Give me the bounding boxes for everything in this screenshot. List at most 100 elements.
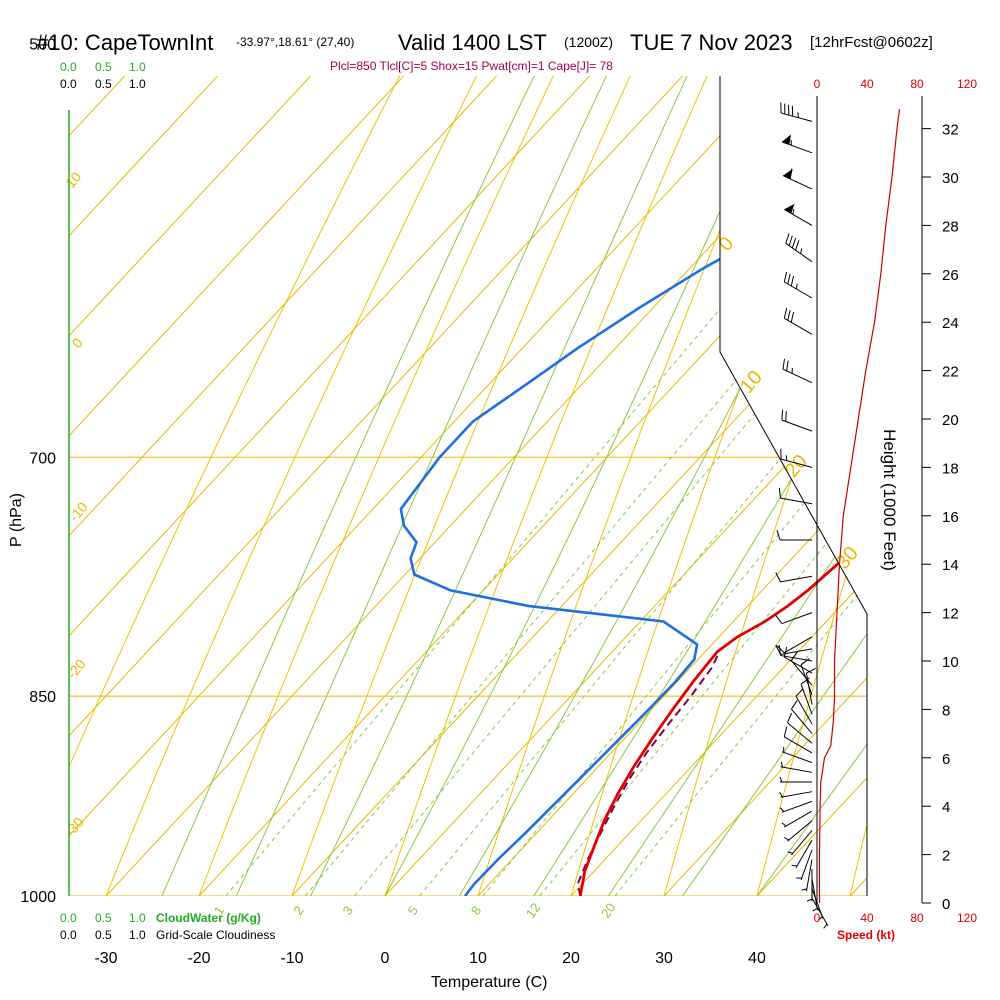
wind-barb-half-feather	[787, 851, 793, 854]
height-tick-label: 32	[942, 122, 959, 139]
wind-barb-feather	[786, 360, 789, 371]
wind-barb	[791, 651, 813, 686]
cloud-tick-label: 1.0	[129, 60, 146, 74]
wind-barbs	[775, 102, 829, 929]
wind-barb-shaft	[780, 791, 813, 798]
dry-adiabat-line	[364, 76, 867, 896]
pressure-tick-label: 850	[29, 689, 56, 706]
temperature-tick-label: 10	[469, 950, 487, 967]
height-tick-label: 8	[942, 702, 950, 719]
cloudiness-tick-label: 0.0	[60, 77, 77, 91]
wind-barb-shaft	[805, 672, 813, 705]
wind-barb	[781, 409, 813, 432]
wind-barb-feather	[790, 275, 795, 287]
wind-barb-shaft	[781, 751, 813, 764]
wind-barb-half-feather	[806, 898, 813, 902]
wind-barb-half-feather	[779, 792, 783, 798]
speed-tick-label: 80	[910, 77, 924, 91]
isotherm-label: 30	[832, 543, 863, 574]
isotherm-line	[756, 76, 867, 896]
wind-barb	[806, 869, 813, 902]
pressure-tick-label: 500	[29, 36, 56, 53]
dry-adiabat-line	[835, 76, 867, 896]
wind-barb-half-feather	[785, 455, 788, 461]
isotherm-label: -30	[62, 814, 87, 840]
temperature-curve	[578, 76, 867, 896]
wind-barb	[783, 271, 813, 299]
wind-barb	[781, 134, 813, 154]
wind-barb-feather	[795, 240, 800, 251]
wind-barb-feather	[787, 310, 791, 321]
wind-barb-feather	[778, 487, 781, 499]
wind-barb	[775, 572, 813, 583]
temperature-tick-label: -30	[94, 950, 117, 967]
dry-adiabat-grid	[69, 76, 867, 896]
cloud-tick-label: 0.0	[60, 911, 77, 925]
wind-barb	[811, 888, 824, 921]
wind-barb-feather	[781, 409, 784, 421]
cloud-water-label: CloudWater (g/Kg)	[156, 911, 261, 925]
wind-barb	[783, 308, 813, 335]
wind-barb-shaft	[784, 656, 813, 674]
isotherm-line	[69, 76, 867, 896]
wind-barb	[776, 529, 812, 541]
wind-barb-shaft	[800, 849, 813, 881]
mixing-ratio-line	[354, 76, 867, 896]
wind-barb-shaft	[781, 800, 813, 813]
dry-adiabat-line	[270, 76, 867, 896]
mixing-ratio-label: 5	[405, 903, 421, 918]
wind-barb-feather	[790, 312, 795, 323]
isotherm-label: 0	[714, 233, 738, 256]
height-tick-label: 10	[942, 654, 959, 671]
surface-dewpoint-dot	[479, 899, 487, 907]
cloudiness-tick-label: 0.0	[60, 928, 77, 942]
wind-barb-feather	[775, 644, 781, 655]
height-tick-label: 16	[942, 509, 959, 526]
wind-barb-feather	[783, 308, 788, 319]
wind-barb-shaft	[785, 242, 813, 263]
wind-barb-feather	[791, 237, 797, 249]
wind-barb	[778, 645, 813, 662]
isotherm-line	[69, 76, 856, 896]
isotherm-line	[570, 76, 867, 896]
speed-profile-line	[818, 109, 901, 903]
wind-barb	[805, 667, 816, 705]
dry-adiabat-line	[81, 76, 867, 896]
dewpoint-curve	[399, 76, 867, 896]
wind-barb-half-feather	[779, 807, 785, 812]
isotherm-line	[849, 76, 867, 896]
wind-barb-feather	[783, 726, 788, 738]
wind-barb-feather	[791, 700, 798, 710]
moist-adiabat-line	[607, 76, 867, 896]
wind-barb-shaft	[780, 654, 813, 662]
isotherm-line	[384, 76, 867, 896]
speed-tick-label: 80	[910, 911, 924, 925]
wind-barb	[779, 800, 813, 813]
wind-barb-shaft	[780, 766, 813, 773]
moist-adiabat-line	[458, 76, 867, 896]
dry-adiabat-line	[458, 76, 867, 896]
isotherm-label: 0	[69, 335, 86, 351]
sounding-curves	[399, 76, 867, 907]
cloudiness-tick-label: 0.5	[95, 77, 112, 91]
wind-barb-shaft	[784, 317, 813, 335]
wind-barb-half-feather	[784, 837, 790, 841]
cloudiness-tick-label: 1.0	[129, 77, 146, 91]
wind-barb	[779, 776, 812, 783]
wind-barb-half-feather	[779, 776, 783, 783]
pressure-tick-label: 1000	[20, 889, 56, 906]
moist-adiabat-line	[235, 76, 867, 896]
wind-barb-feather	[776, 529, 781, 541]
wind-barb-shaft	[791, 708, 813, 734]
wind-barb-half-feather	[780, 761, 783, 768]
wind-barb	[811, 897, 829, 929]
wind-barb	[780, 761, 813, 773]
wind-barb-feather	[785, 411, 787, 422]
wind-barb	[782, 358, 813, 384]
wind-barb-shaft	[781, 612, 813, 625]
wind-barb-feather	[789, 168, 793, 180]
moist-adiabat-line	[533, 76, 867, 896]
